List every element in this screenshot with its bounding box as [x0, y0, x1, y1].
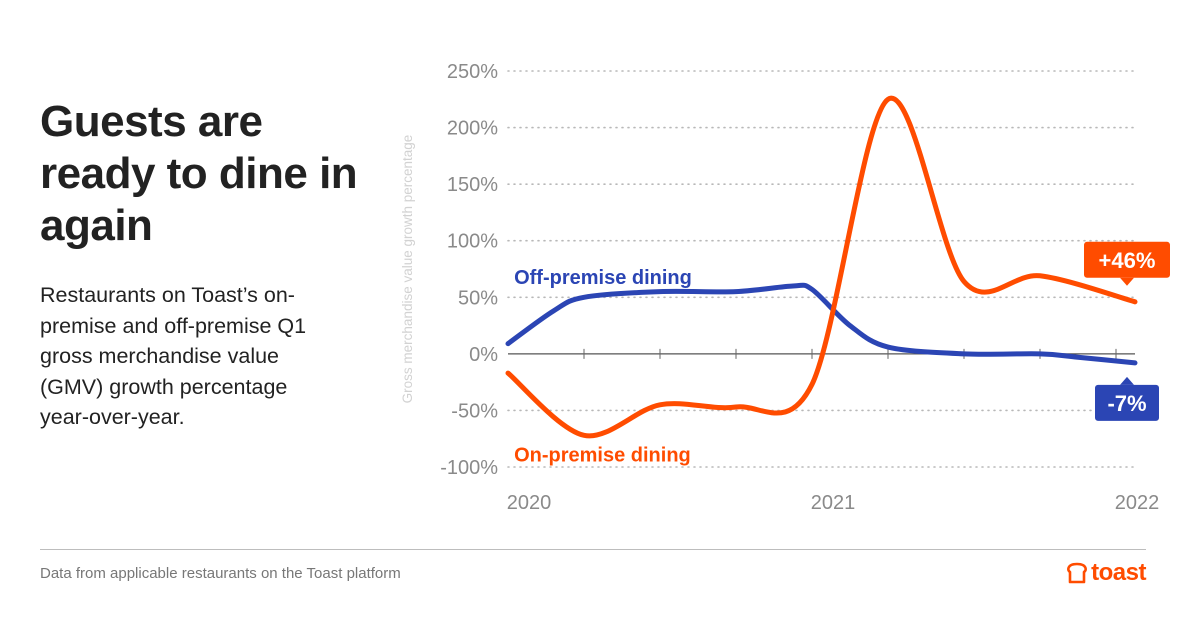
y-tick-label: -50%: [451, 400, 498, 422]
series-line-on_premise: [505, 95, 1138, 439]
series-label-on-premise: On-premise dining: [514, 445, 691, 467]
x-tick-label: 2022: [1115, 492, 1160, 514]
headline: Guests are ready to dine in again: [40, 97, 358, 250]
y-tick-label: 250%: [447, 61, 498, 83]
series-line-off_premise: [505, 282, 1138, 366]
logo-text: toast: [1091, 559, 1146, 586]
y-tick-label: 50%: [458, 287, 498, 309]
line-chart: Gross merchandise value growth percentag…: [390, 40, 1180, 530]
footnote: Data from applicable restaurants on the …: [40, 565, 401, 582]
end-badge-pointer-on_premise: [1120, 277, 1134, 286]
end-value-label-off_premise: -7%: [1107, 391, 1146, 416]
subtitle: Restaurants on Toast’s on-premise and of…: [40, 283, 307, 429]
footer-divider: [40, 549, 1146, 550]
y-tick-label: 200%: [447, 118, 498, 140]
end-badge-pointer-off_premise: [1120, 376, 1134, 385]
chart-canvas: Gross merchandise value growth percentag…: [400, 61, 1170, 514]
y-tick-label: 100%: [447, 231, 498, 253]
x-tick-label: 2021: [811, 492, 856, 514]
end-value-label-on_premise: +46%: [1099, 248, 1156, 273]
x-tick-label: 2020: [507, 492, 552, 514]
y-axis-title: Gross merchandise value growth percentag…: [400, 135, 415, 404]
y-tick-label: 150%: [447, 174, 498, 196]
end-badge-on_premise: [1084, 241, 1170, 278]
series-label-off-premise: Off-premise dining: [514, 267, 692, 289]
toast-logo: toast: [1066, 559, 1146, 587]
y-tick-label: 0%: [469, 344, 498, 366]
end-badge-off_premise: [1095, 384, 1159, 421]
y-tick-label: -100%: [440, 457, 498, 479]
toast-bread-icon: [1067, 562, 1088, 584]
